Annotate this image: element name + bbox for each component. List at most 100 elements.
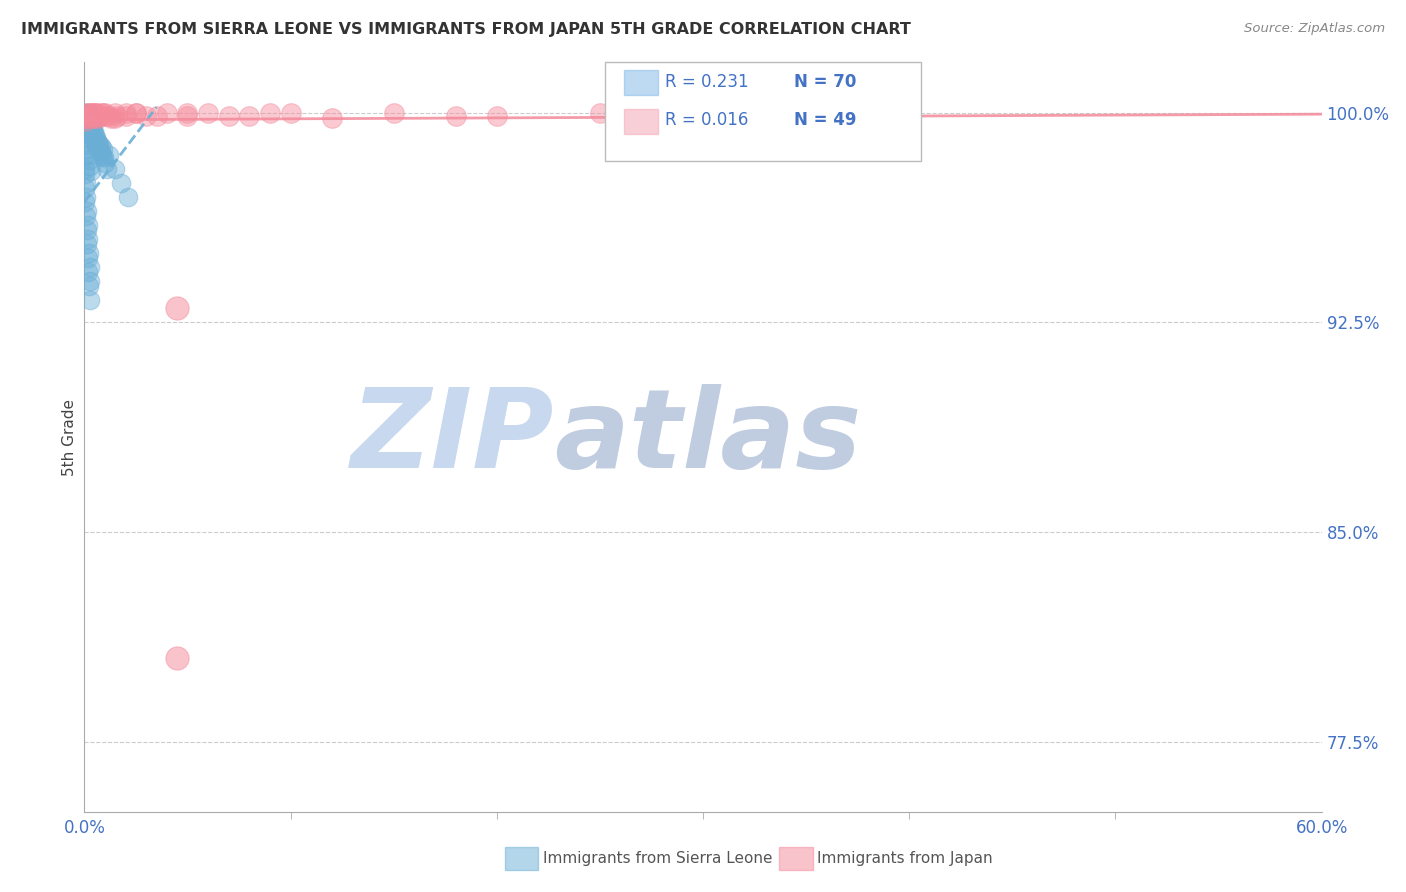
Point (218, 109, 240, 123)
Point (80, 125, 103, 139)
Point (98, 109, 121, 123)
Text: ZIP: ZIP (352, 384, 554, 491)
Point (87, 136, 110, 151)
Point (176, 109, 198, 123)
Point (176, 105, 198, 120)
Point (80, 109, 103, 123)
Point (79, 293, 101, 307)
Point (117, 189, 139, 203)
Point (82, 128, 104, 142)
Point (77, 231, 100, 245)
Point (94, 105, 117, 120)
Point (104, 112, 127, 126)
Point (589, 105, 612, 120)
Point (76, 112, 98, 126)
Point (77, 114, 100, 128)
Point (444, 109, 467, 123)
Point (98, 147, 121, 161)
Point (76, 117, 98, 131)
Point (84, 131, 107, 145)
Point (166, 301, 188, 316)
Point (87, 112, 110, 126)
Point (87, 142, 110, 156)
Point (83, 105, 105, 120)
Point (76, 136, 98, 151)
Point (84, 136, 107, 151)
Point (94, 156, 117, 170)
Text: R = 0.016: R = 0.016 (665, 112, 748, 129)
Point (79, 105, 101, 120)
Point (75, 125, 97, 139)
Point (86, 134, 108, 148)
Point (90, 147, 112, 161)
Point (91, 151, 114, 165)
Point (90, 109, 112, 123)
Point (79, 105, 101, 120)
Point (91, 142, 114, 156)
Point (197, 105, 219, 120)
Point (76, 251, 98, 265)
Point (76, 218, 98, 232)
Text: IMMIGRANTS FROM SIERRA LEONE VS IMMIGRANTS FROM JAPAN 5TH GRADE CORRELATION CHAR: IMMIGRANTS FROM SIERRA LEONE VS IMMIGRAN… (21, 22, 911, 37)
Point (83, 109, 105, 123)
Text: N = 70: N = 70 (794, 73, 856, 91)
Point (76, 237, 98, 252)
Point (485, 109, 508, 123)
Point (91, 105, 114, 120)
Y-axis label: 5th Grade: 5th Grade (62, 399, 77, 475)
Point (79, 260, 101, 274)
Text: Source: ZipAtlas.com: Source: ZipAtlas.com (1244, 22, 1385, 36)
Point (73, 181, 96, 195)
Point (75, 112, 97, 126)
Point (84, 105, 107, 120)
Point (87, 139, 110, 153)
Point (238, 109, 260, 123)
Point (77, 147, 100, 161)
Point (280, 105, 302, 120)
Text: atlas: atlas (554, 384, 862, 491)
Point (77, 279, 100, 293)
Point (96, 161, 118, 176)
Point (87, 109, 110, 123)
Point (79, 122, 101, 136)
Point (82, 131, 104, 145)
Point (73, 167, 96, 181)
Point (76, 203, 98, 218)
Point (321, 112, 343, 126)
Point (77, 105, 100, 120)
Point (75, 120, 97, 134)
Point (76, 131, 98, 145)
Text: Immigrants from Sierra Leone: Immigrants from Sierra Leone (543, 851, 772, 865)
Point (382, 105, 405, 120)
Point (94, 109, 117, 123)
Point (79, 112, 101, 126)
Point (79, 105, 101, 120)
Text: Immigrants from Japan: Immigrants from Japan (817, 851, 993, 865)
Point (156, 105, 179, 120)
Point (82, 122, 104, 136)
Point (77, 109, 100, 123)
Point (75, 114, 97, 128)
Point (83, 125, 105, 139)
Point (259, 105, 281, 120)
Text: R = 0.231: R = 0.231 (665, 73, 748, 91)
Point (75, 112, 97, 126)
Point (73, 147, 96, 161)
Point (79, 164, 101, 178)
Point (86, 139, 108, 153)
Point (110, 176, 132, 190)
Point (125, 105, 148, 120)
Point (79, 153, 101, 168)
Point (114, 109, 136, 123)
Text: N = 49: N = 49 (794, 112, 856, 129)
Point (83, 105, 105, 120)
Point (692, 112, 714, 126)
Point (77, 245, 100, 260)
Point (77, 109, 100, 123)
Point (90, 145, 112, 159)
Point (166, 651, 188, 665)
Point (73, 114, 96, 128)
Point (89, 145, 111, 159)
Point (104, 105, 127, 120)
Point (90, 139, 112, 153)
